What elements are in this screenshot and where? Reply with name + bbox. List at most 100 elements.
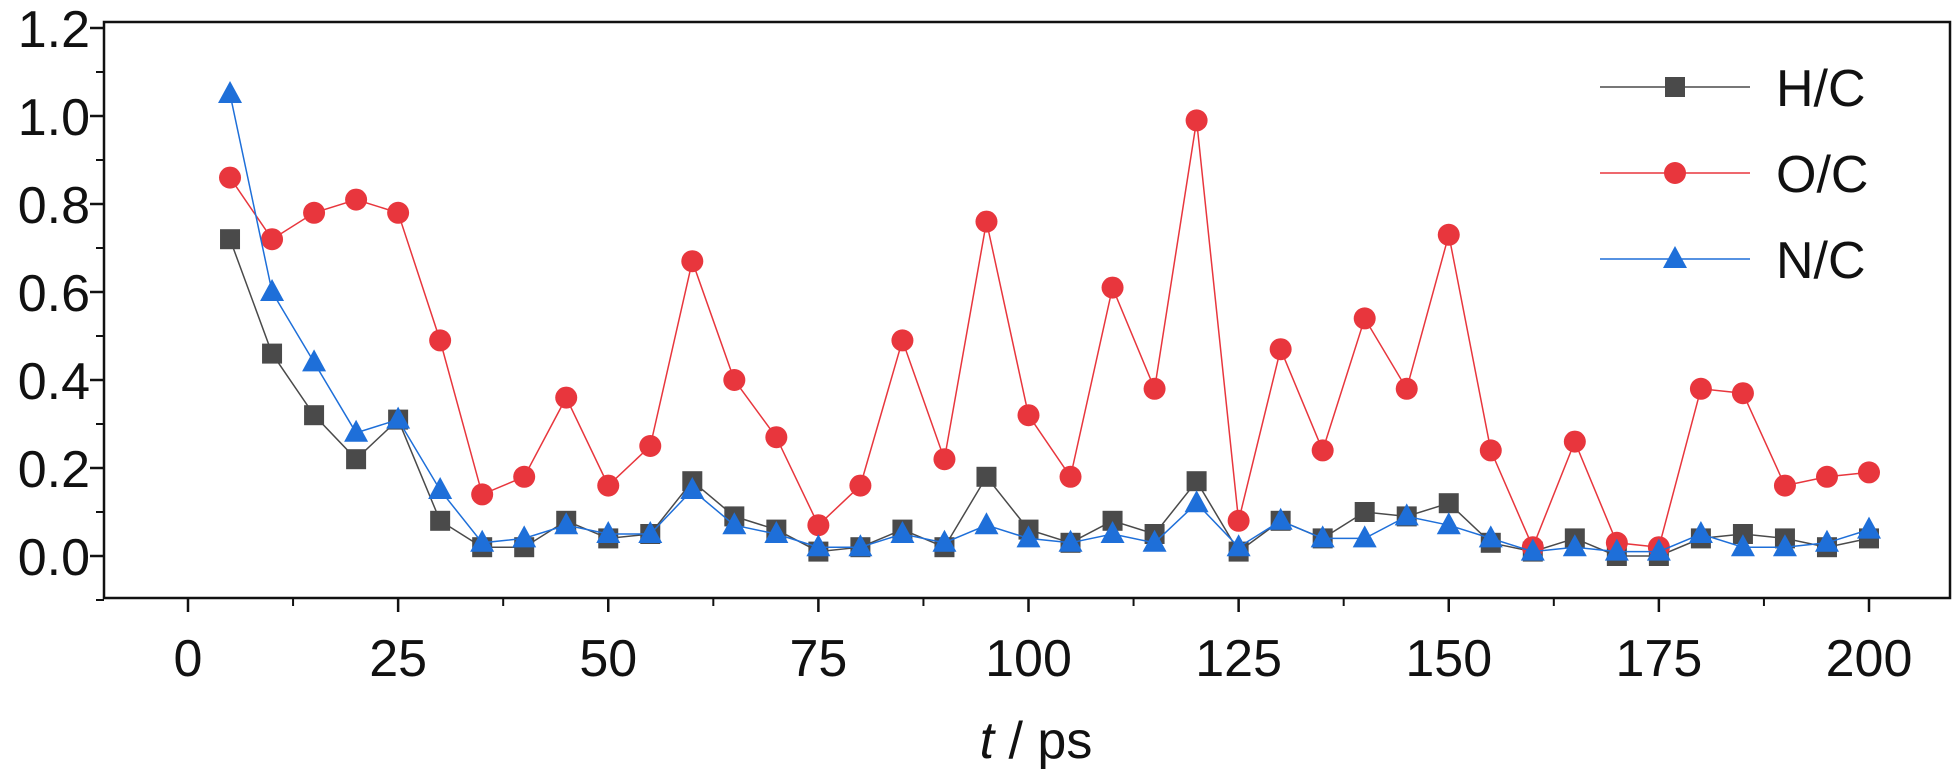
data-point-n-c bbox=[1142, 529, 1167, 552]
data-point-n-c bbox=[1100, 521, 1125, 543]
data-point-n-c bbox=[1814, 529, 1839, 552]
data-point-o-c bbox=[1858, 461, 1880, 484]
y-tick-label: 0.8 bbox=[18, 177, 90, 235]
data-point-n-c bbox=[1688, 521, 1713, 543]
x-tick-label: 175 bbox=[1615, 630, 1702, 688]
y-tick-label: 0.6 bbox=[18, 265, 90, 323]
series-o-c bbox=[219, 109, 1880, 559]
data-point-h-c bbox=[430, 510, 451, 531]
data-point-o-c bbox=[765, 426, 788, 449]
legend-marker bbox=[1664, 162, 1686, 184]
x-axis-label-unit: / ps bbox=[994, 712, 1092, 770]
data-point-o-c bbox=[513, 465, 536, 488]
x-tick-label: 100 bbox=[985, 630, 1072, 688]
data-point-o-c bbox=[1731, 382, 1754, 405]
data-point-n-c bbox=[932, 529, 957, 552]
data-point-n-c bbox=[1268, 507, 1293, 530]
x-tick-label: 150 bbox=[1405, 630, 1492, 688]
x-tick-label: 200 bbox=[1826, 630, 1913, 688]
data-point-o-c bbox=[1017, 404, 1040, 427]
series-n-c bbox=[218, 81, 1881, 561]
data-point-h-c bbox=[346, 449, 367, 470]
data-point-o-c bbox=[681, 250, 704, 273]
data-point-o-c bbox=[555, 386, 578, 409]
data-point-o-c bbox=[1311, 439, 1334, 462]
data-point-n-c bbox=[512, 525, 537, 548]
data-point-h-c bbox=[1354, 502, 1375, 522]
data-point-o-c bbox=[1479, 439, 1502, 462]
data-point-n-c bbox=[554, 512, 579, 535]
data-point-n-c bbox=[1394, 503, 1419, 526]
data-point-n-c bbox=[764, 521, 789, 543]
data-point-o-c bbox=[1269, 338, 1292, 361]
data-point-o-c bbox=[1689, 377, 1712, 400]
data-point-n-c bbox=[302, 349, 327, 372]
data-point-h-c bbox=[304, 405, 325, 426]
data-point-n-c bbox=[1562, 534, 1587, 557]
data-point-h-c bbox=[1732, 524, 1753, 544]
data-point-n-c bbox=[260, 279, 285, 301]
y-tick-label: 0.4 bbox=[18, 353, 90, 411]
x-tick-label: 75 bbox=[789, 630, 847, 688]
series-line-o-c bbox=[229, 120, 1870, 550]
data-point-o-c bbox=[597, 474, 620, 497]
data-point-o-c bbox=[723, 369, 746, 391]
data-point-o-c bbox=[1101, 276, 1124, 299]
data-point-o-c bbox=[849, 474, 872, 497]
series-layer bbox=[218, 81, 1881, 566]
data-point-n-c bbox=[1646, 538, 1671, 561]
data-point-n-c bbox=[1058, 529, 1083, 552]
data-point-o-c bbox=[1185, 109, 1208, 132]
data-point-n-c bbox=[1352, 525, 1377, 548]
legend-marker bbox=[1665, 77, 1685, 97]
data-point-n-c bbox=[386, 406, 411, 429]
data-point-n-c bbox=[428, 477, 453, 499]
data-point-o-c bbox=[1773, 474, 1796, 497]
data-point-n-c bbox=[1520, 538, 1545, 561]
data-point-n-c bbox=[722, 512, 747, 535]
data-point-n-c bbox=[344, 419, 369, 442]
legend-item-h-c: H/C bbox=[1600, 60, 1866, 118]
data-point-o-c bbox=[933, 448, 956, 471]
data-point-o-c bbox=[1059, 465, 1082, 488]
data-point-h-c bbox=[262, 343, 283, 364]
legend-label: O/C bbox=[1776, 146, 1868, 204]
y-axis: 0.0 0.2 0.4 0.6 0.8 1.0 1.2 bbox=[18, 1, 104, 601]
data-point-o-c bbox=[261, 228, 284, 251]
data-point-o-c bbox=[219, 166, 242, 189]
x-tick-label: 25 bbox=[369, 630, 427, 688]
data-point-n-c bbox=[1016, 525, 1041, 548]
legend-label: H/C bbox=[1776, 60, 1866, 118]
x-tick-label: 125 bbox=[1195, 630, 1282, 688]
data-point-h-c bbox=[1186, 471, 1207, 492]
x-axis-label: t / ps bbox=[980, 712, 1093, 770]
legend-item-n-c: N/C bbox=[1600, 232, 1866, 290]
data-point-o-c bbox=[975, 210, 998, 233]
series-line-h-c bbox=[229, 238, 1870, 557]
data-point-n-c bbox=[1730, 534, 1755, 557]
data-point-o-c bbox=[1227, 509, 1250, 532]
data-point-n-c bbox=[890, 521, 915, 543]
data-point-n-c bbox=[1604, 538, 1629, 561]
legend: H/C O/C N/C bbox=[1600, 60, 1868, 290]
data-point-n-c bbox=[1310, 525, 1335, 548]
data-point-n-c bbox=[806, 534, 831, 557]
data-point-n-c bbox=[1226, 534, 1251, 557]
data-point-n-c bbox=[974, 512, 999, 535]
data-point-o-c bbox=[345, 188, 368, 211]
data-point-n-c bbox=[1436, 512, 1461, 535]
data-point-h-c bbox=[220, 229, 241, 250]
data-point-o-c bbox=[429, 329, 452, 352]
x-axis-label-variable: t bbox=[980, 712, 997, 770]
legend-marker bbox=[1663, 246, 1687, 268]
data-point-o-c bbox=[639, 435, 662, 457]
data-point-n-c bbox=[1772, 534, 1797, 557]
data-point-o-c bbox=[807, 514, 830, 537]
data-point-n-c bbox=[1857, 516, 1881, 539]
data-point-n-c bbox=[1184, 490, 1209, 513]
data-point-o-c bbox=[1395, 377, 1418, 400]
data-point-n-c bbox=[470, 529, 495, 552]
data-point-n-c bbox=[680, 477, 705, 499]
x-tick-label: 50 bbox=[579, 630, 637, 688]
